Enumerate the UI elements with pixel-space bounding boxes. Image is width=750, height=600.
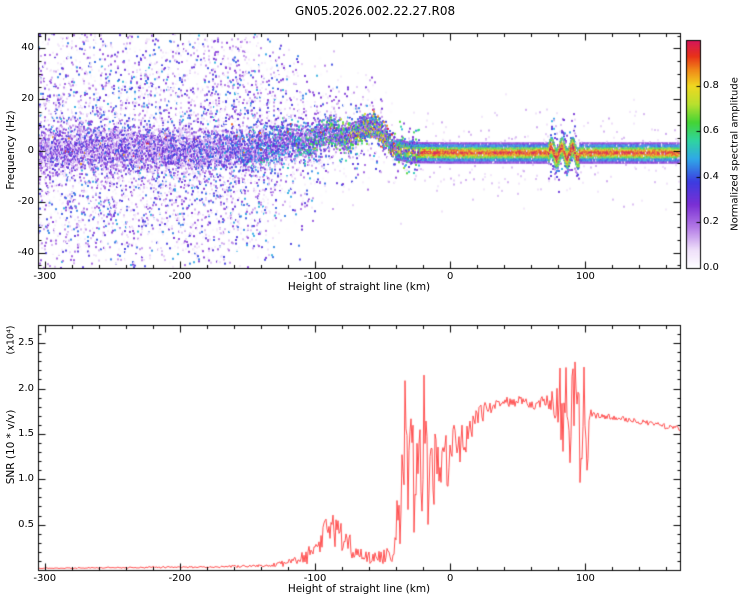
spectrogram-y-tick-label: 20: [21, 93, 34, 105]
snr-x-tick-label: -200: [168, 573, 192, 584]
colorbar-tick-label: 0.4: [703, 170, 719, 182]
spectrogram-x-axis-label: Height of straight line (km): [287, 281, 431, 293]
colorbar-tick-label: 0.8: [703, 79, 719, 91]
colorbar-tick-label: 0.0: [703, 262, 719, 273]
snr-y-tick-label: 2.5: [18, 337, 34, 349]
figure-title: GN05.2026.002.22.27.R08: [294, 4, 456, 18]
snr-x-axis-label: Height of straight line (km): [287, 583, 431, 595]
snr-x-tick-label: 0: [447, 573, 454, 584]
spectrogram-y-tick-label: 40: [21, 42, 34, 54]
spectrogram-x-tick-label: 0: [447, 271, 454, 282]
spectrogram-x-tick-label: -100: [303, 271, 327, 282]
colorbar-label: Normalized spectral amplitude: [729, 77, 741, 231]
spectrogram-x-tick-label: -200: [168, 271, 192, 282]
spectrogram-y-tick-label: 0: [27, 144, 34, 156]
snr-y-tick-label: 1.0: [18, 473, 34, 485]
snr-y-tick-label: 0.5: [18, 518, 34, 530]
colorbar-tick-label: 0.2: [703, 216, 719, 228]
spectrogram-y-tick-label: -20: [17, 195, 34, 207]
snr-x-tick-label: 100: [575, 573, 595, 584]
spectrogram-x-tick-label: 100: [575, 271, 595, 282]
snr-y-tick-label: 1.5: [18, 427, 34, 439]
spectrogram-y-tick-label: -40: [17, 246, 34, 258]
spectrogram-x-tick-label: -300: [33, 271, 57, 282]
snr-x-tick-label: -300: [33, 573, 57, 584]
colorbar-tick-label: 0.6: [703, 125, 719, 137]
snr-x-tick-label: -100: [303, 573, 327, 584]
snr-y-tick-label: 2.0: [18, 382, 34, 394]
